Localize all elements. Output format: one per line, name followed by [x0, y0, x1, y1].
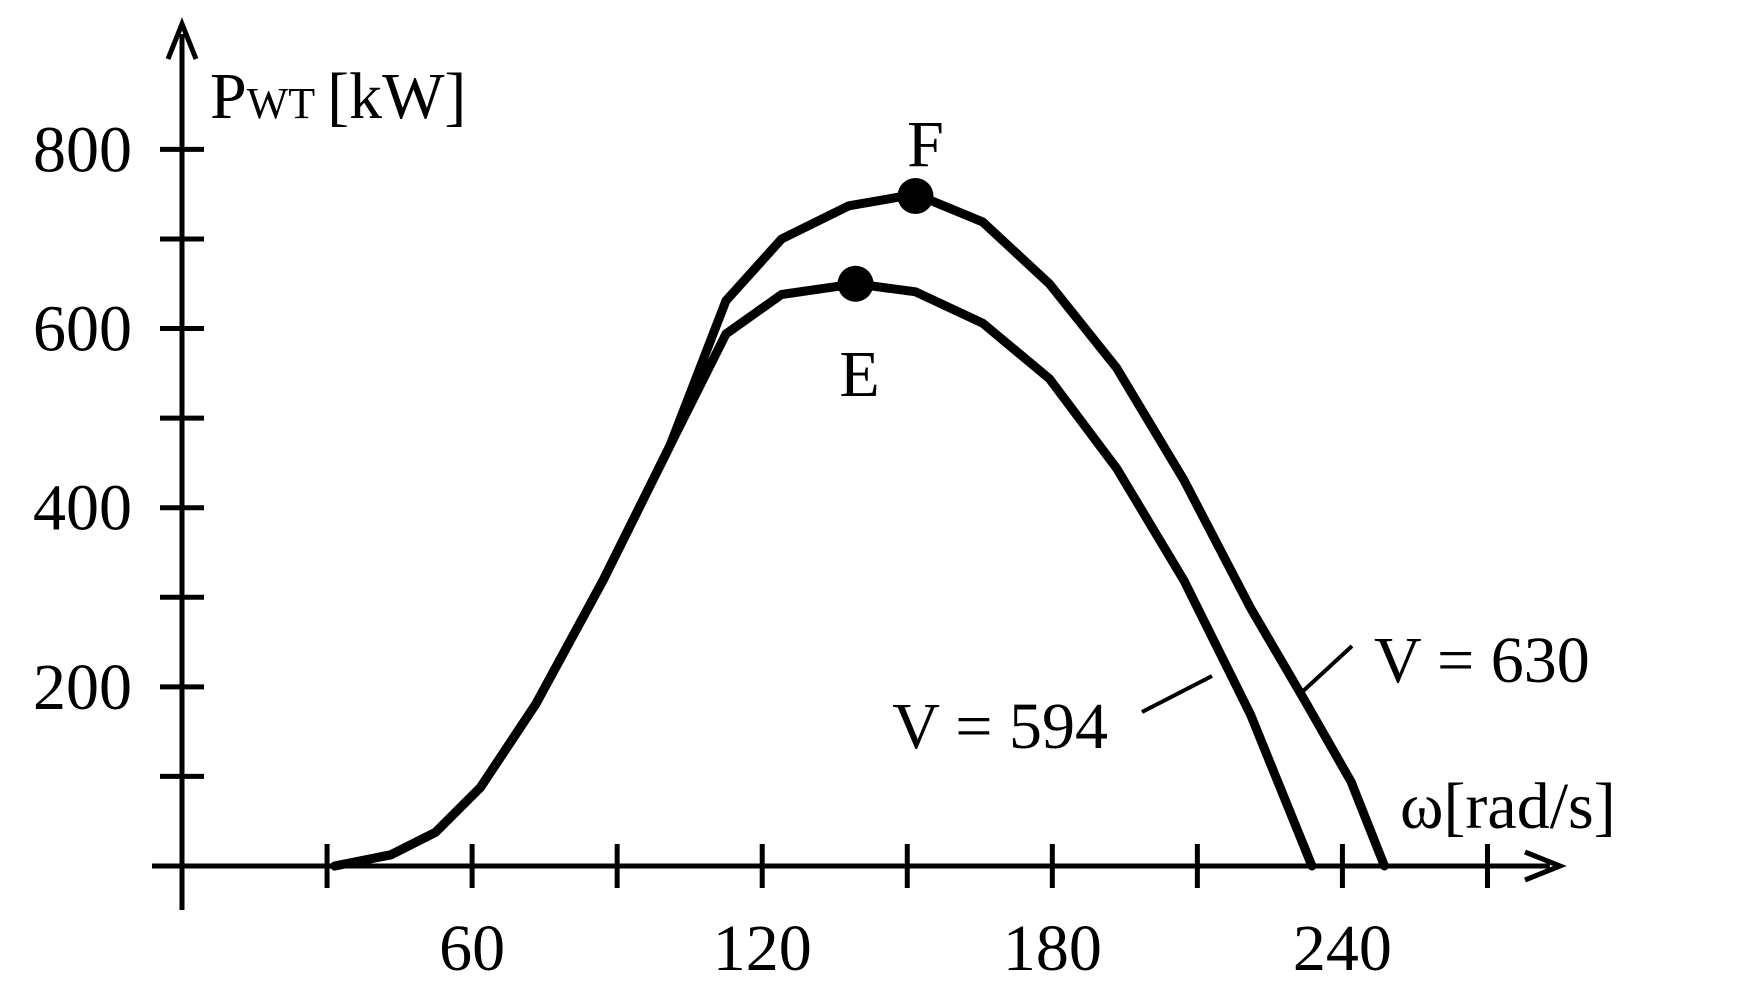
- x-tick-label: 120: [713, 912, 812, 985]
- x-tick-label: 240: [1293, 912, 1392, 985]
- point-marker: [897, 177, 934, 214]
- y-label-subscript: WT: [247, 79, 316, 128]
- series-label: V = 594: [892, 690, 1108, 763]
- point-label: F: [907, 108, 944, 181]
- y-tick-label: 800: [33, 113, 132, 186]
- point-label: E: [839, 338, 879, 411]
- point-marker: [837, 265, 874, 302]
- line: [330, 279, 1317, 871]
- y-tick-label: 200: [33, 651, 132, 724]
- x-tick-label: 180: [1003, 912, 1102, 985]
- y-tick-label: 600: [33, 293, 132, 366]
- y-label-unit: [kW]: [327, 60, 466, 133]
- y-tick-label: 400: [33, 472, 132, 545]
- x-tick-label: 60: [439, 912, 505, 985]
- x-axis-arrow: [1524, 849, 1567, 883]
- leader-line: [1299, 644, 1354, 695]
- y-label-symbol: P: [210, 60, 247, 133]
- y-axis-label: PWT [kW]: [210, 60, 466, 133]
- x-axis-label: ω[rad/s]: [1400, 770, 1616, 843]
- leader-line: [1141, 674, 1213, 714]
- y-axis-arrow: [165, 17, 199, 60]
- series-label: V = 630: [1374, 624, 1590, 697]
